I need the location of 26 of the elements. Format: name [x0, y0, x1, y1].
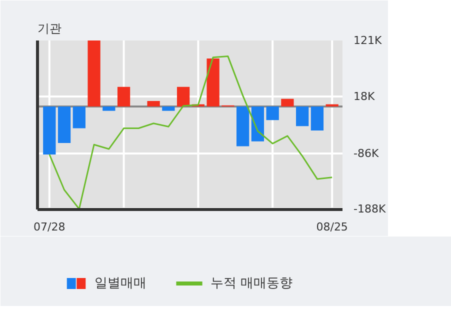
bar	[43, 106, 56, 154]
y-tick-label: 18K	[354, 90, 376, 104]
bar	[147, 101, 160, 106]
line-series	[48, 56, 333, 210]
chart-title: 기관	[38, 22, 62, 36]
bar	[206, 58, 220, 106]
bar	[117, 86, 130, 106]
bar	[310, 106, 324, 130]
bar	[251, 106, 264, 142]
bar	[72, 106, 86, 128]
bar	[162, 106, 175, 111]
y-tick-label: 121K	[354, 34, 382, 47]
y-tick-label: -86K	[354, 146, 380, 160]
legend-label: 누적 매매동향	[210, 276, 293, 291]
bar	[102, 106, 116, 111]
bar	[266, 106, 279, 120]
x-tick-label: 07/28	[34, 220, 66, 234]
bar	[58, 106, 71, 143]
x-tick-label: 08/25	[316, 220, 348, 234]
bar	[281, 98, 294, 106]
bar	[88, 40, 100, 106]
bar	[176, 86, 190, 106]
legend-label: 일별매매	[94, 276, 147, 291]
bar	[236, 106, 250, 146]
bar	[296, 106, 309, 126]
y-tick-label: -188K	[354, 202, 386, 216]
